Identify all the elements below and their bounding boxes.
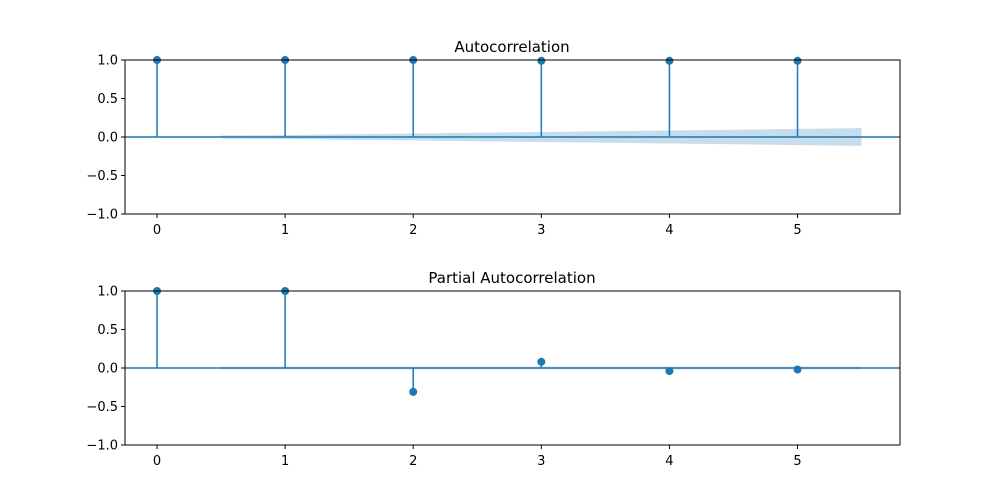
pacf-ytick-label-3: −0.5 xyxy=(86,400,118,415)
acf-ytick-label-1: 0.5 xyxy=(97,92,118,107)
acf-ytick-label-3: −0.5 xyxy=(86,169,118,184)
acf-marker-4 xyxy=(665,56,674,65)
acf-panel: Autocorrelation 0 1 2 3 4 5 1.0 0.5 0.0 −0.5 −1.0 xyxy=(86,38,901,238)
pacf-xtick-label-1: 1 xyxy=(281,454,289,469)
acf-xtick-label-2: 2 xyxy=(409,223,417,238)
pacf-xtick-label-2: 2 xyxy=(409,454,417,469)
pacf-title: Partial Autocorrelation xyxy=(428,269,595,287)
acf-xtick-label-5: 5 xyxy=(793,223,801,238)
acf-ytick-label-4: −1.0 xyxy=(86,208,118,223)
acf-ytick-label-2: 0.0 xyxy=(97,131,118,146)
acf-ytick-label-0: 1.0 xyxy=(97,54,118,69)
pacf-marker-4 xyxy=(665,367,674,376)
pacf-ytick-label-0: 1.0 xyxy=(97,285,118,300)
acf-xtick-label-3: 3 xyxy=(537,223,545,238)
pacf-xtick-label-0: 0 xyxy=(153,454,161,469)
pacf-ytick-label-2: 0.0 xyxy=(97,362,118,377)
acf-xtick-label-1: 1 xyxy=(281,223,289,238)
pacf-marker-5 xyxy=(793,365,802,374)
pacf-xtick-label-3: 3 xyxy=(537,454,545,469)
pacf-panel: Partial Autocorrelation 0 1 2 3 4 5 1.0 0.5 0.0 −… xyxy=(86,269,901,469)
pacf-ytick-label-4: −1.0 xyxy=(86,439,118,454)
acf-marker-5 xyxy=(793,56,802,65)
pacf-marker-2 xyxy=(409,387,418,396)
acf-xtick-label-4: 4 xyxy=(665,223,673,238)
acf-title: Autocorrelation xyxy=(454,38,569,56)
acf-marker-3 xyxy=(537,56,546,65)
pacf-xtick-label-5: 5 xyxy=(793,454,801,469)
pacf-xtick-label-4: 4 xyxy=(665,454,673,469)
pacf-marker-3 xyxy=(537,357,546,366)
acf-xtick-label-0: 0 xyxy=(153,223,161,238)
pacf-ytick-label-1: 0.5 xyxy=(97,323,118,338)
